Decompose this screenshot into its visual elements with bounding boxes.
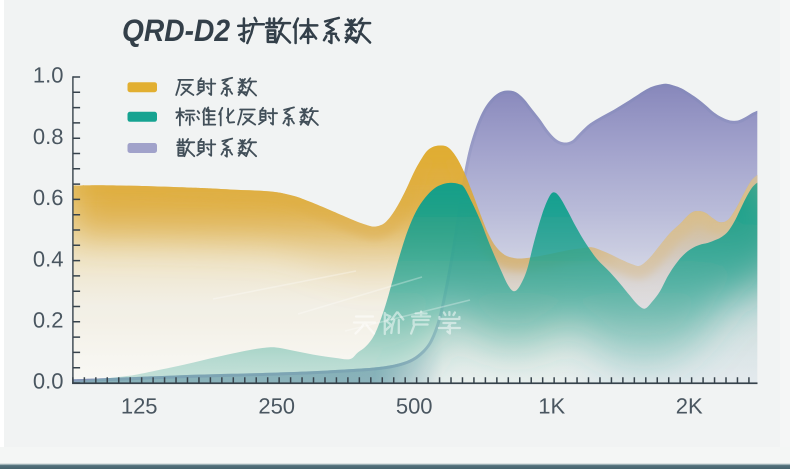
svg-text:500: 500 — [396, 393, 433, 418]
svg-text:0.2: 0.2 — [33, 308, 64, 333]
svg-text:1.0: 1.0 — [33, 63, 64, 88]
svg-text:125: 125 — [121, 393, 158, 418]
svg-text:250: 250 — [258, 393, 295, 418]
svg-text:QRD-D2: QRD-D2 — [122, 13, 230, 48]
svg-text:0.6: 0.6 — [33, 185, 64, 210]
svg-text:0.0: 0.0 — [33, 369, 64, 394]
svg-text:2K: 2K — [676, 393, 703, 418]
svg-text:0.4: 0.4 — [33, 246, 64, 271]
svg-text:0.8: 0.8 — [33, 124, 64, 149]
svg-text:1K: 1K — [538, 393, 565, 418]
